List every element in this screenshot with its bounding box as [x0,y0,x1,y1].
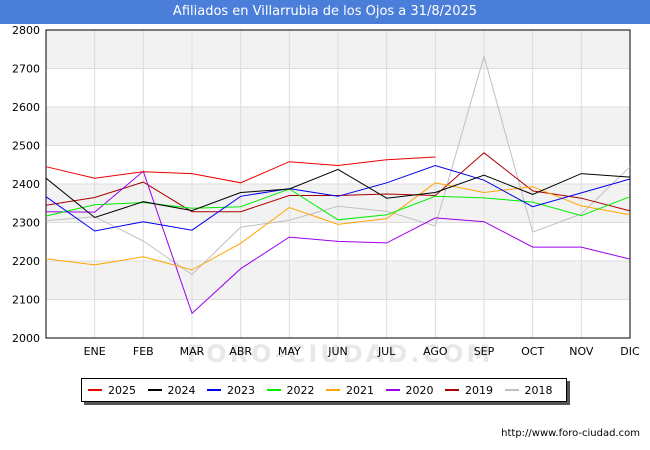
legend-item-2022: 2022 [266,383,327,397]
legend-swatch [385,389,400,391]
legend-item-2020: 2020 [385,383,446,397]
y-tick-label: 2500 [12,140,40,153]
y-tick-label: 2300 [12,217,40,230]
x-tick-label: OCT [521,345,544,358]
legend-label: 2021 [346,383,374,397]
legend-label: 2018 [524,383,553,397]
legend: 2025 2024 2023 2022 2021 2020 2019 2018 [81,378,567,402]
x-tick-label: JUN [327,345,348,358]
watermark: FORO-CIUDAD.COM [187,340,494,368]
x-tick-label: DIC [620,345,640,358]
y-tick-label: 2800 [12,24,40,37]
chart-title: Afiliados en Villarrubia de los Ojos a 3… [0,0,650,24]
x-tick-label: NOV [569,345,594,358]
legend-item-2023: 2023 [207,384,267,397]
series-line-2025 [45,156,436,184]
y-tick-label: 2400 [12,178,40,191]
legend-swatch [266,389,281,391]
legend-label: 2020 [405,383,434,397]
legend-swatch [147,389,162,391]
legend-item-2024: 2024 [147,383,208,397]
x-tick-label: JUL [377,345,396,358]
series-line-2022 [45,188,631,221]
legend-swatch [326,389,340,391]
legend-label: 2024 [167,383,196,397]
y-tick-label: 2200 [12,255,40,268]
legend-label: 2022 [286,383,315,397]
plot-area-frame [45,29,631,339]
x-tick-label: AGO [423,345,448,358]
x-tick-label: ABR [229,345,252,358]
series-line-2018 [45,54,631,276]
y-axis-ticks: 2000 2100 2200 2300 2400 2500 2600 2700 2800 [12,24,40,345]
legend-item-2021: 2021 [326,384,386,397]
y-tick-label: 2000 [12,332,40,345]
y-tick-label: 2600 [12,101,40,114]
legend-label: 2023 [227,383,255,397]
x-tick-label: FEB [133,345,154,358]
legend-swatch [88,389,102,391]
series-line-2024 [45,168,631,219]
series-line-2021 [45,182,631,271]
legend-label: 2025 [108,383,136,397]
source-url[interactable]: http://www.foro-ciudad.com [501,428,640,439]
legend-swatch [445,389,459,391]
x-tick-label: SEP [474,345,495,358]
series-lines [45,54,631,315]
y-tick-label: 2100 [12,294,40,307]
series-line-2019 [45,152,631,213]
legend-swatch [207,389,221,391]
x-axis-ticks: ENE FEB MAR ABR MAY JUN JUL AGO SEP OCT NOV DIC [84,345,640,358]
gridlines [46,29,630,339]
x-tick-label: MAY [278,345,301,358]
legend-item-2019: 2019 [445,384,505,397]
x-tick-label: MAR [180,345,205,358]
x-tick-label: ENE [84,345,106,358]
y-tick-label: 2700 [12,63,40,76]
legend-swatch [504,389,519,391]
legend-label: 2019 [465,383,493,397]
legend-item-2025: 2025 [88,384,148,397]
series-line-2023 [45,164,631,232]
legend-item-2018: 2018 [504,383,565,397]
